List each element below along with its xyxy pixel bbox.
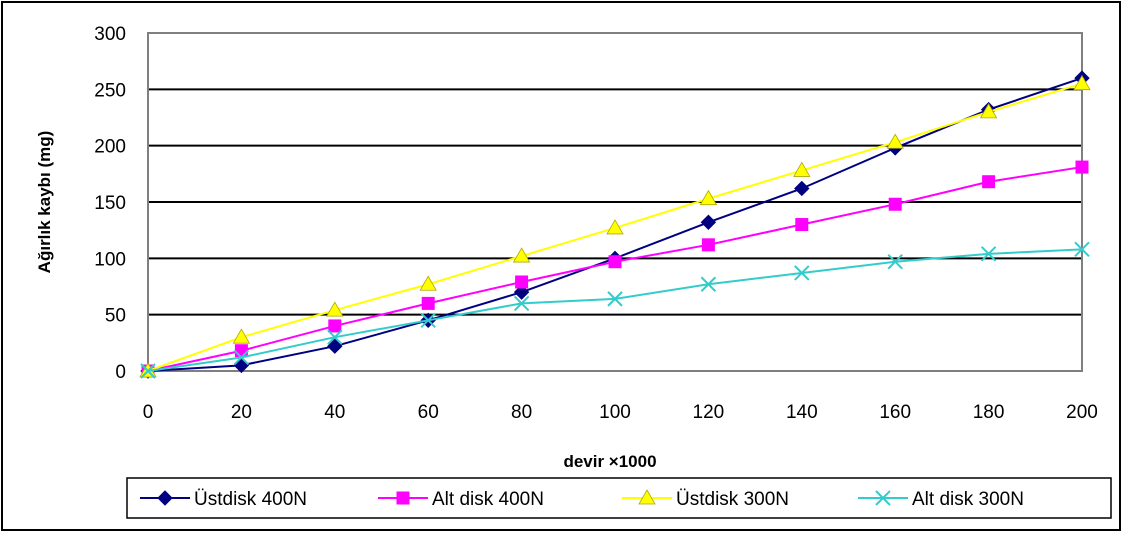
data-point [513, 284, 530, 300]
data-point [700, 214, 717, 230]
x-tick-label: 60 [418, 402, 439, 423]
x-axis-label: devir ×1000 [563, 452, 656, 471]
x-tick-label: 40 [324, 402, 345, 423]
data-point [515, 275, 529, 289]
data-point [234, 344, 248, 358]
data-point [795, 218, 809, 232]
data-point [1074, 241, 1090, 258]
data-point [980, 246, 997, 262]
y-tick-label: 0 [115, 362, 126, 383]
legend-label: Üstdisk 400N [194, 489, 307, 510]
data-point [420, 312, 436, 329]
y-tick-label: 100 [94, 249, 126, 270]
data-point [327, 329, 343, 345]
data-point [140, 363, 156, 379]
data-point [233, 349, 250, 366]
data-point [793, 161, 811, 177]
data-point [886, 133, 904, 149]
legend-item: Üstdisk 300N [622, 489, 789, 510]
data-point [327, 338, 343, 354]
x-tick-label: 120 [693, 402, 725, 423]
legend-label: Alt disk 400N [432, 489, 544, 510]
legend: Üstdisk 400N Alt disk 400N Üstdisk 300N Alt… [140, 489, 1024, 510]
y-tick-label: 200 [94, 137, 126, 158]
legend-item: Alt disk 300N [858, 489, 1024, 510]
legend-marker [157, 490, 173, 506]
data-point [606, 219, 624, 235]
data-point [328, 319, 342, 333]
legend-label: Alt disk 300N [912, 489, 1024, 510]
legend-marker [396, 491, 410, 505]
y-tick-label: 250 [94, 80, 126, 101]
x-tick-label: 20 [231, 402, 252, 423]
x-tick-label: 200 [1066, 402, 1098, 423]
legend-marker [638, 489, 656, 505]
data-point [982, 175, 996, 189]
data-point [421, 296, 435, 310]
legend-item: Alt disk 400N [378, 489, 544, 510]
series-lines [139, 70, 1091, 379]
x-tick-label: 160 [879, 402, 911, 423]
data-point [888, 197, 902, 211]
data-point [607, 291, 623, 307]
y-tick-label: 150 [94, 193, 126, 214]
data-point [979, 103, 998, 119]
x-tick-label: 100 [599, 402, 631, 423]
data-point [608, 255, 622, 269]
series-2 [141, 160, 1089, 378]
legend-label: Üstdisk 300N [676, 489, 789, 510]
x-tick-label: 80 [511, 402, 532, 423]
y-tick-label: 300 [94, 24, 126, 45]
data-point [326, 301, 344, 317]
x-tick-labels: 0 20 40 60 80 100 120 140 160 180 200 [143, 402, 1098, 423]
data-point [699, 189, 718, 206]
data-point [513, 295, 530, 312]
legend-marker [875, 490, 891, 506]
x-tick-label: 0 [143, 402, 154, 423]
legend-box [126, 477, 1112, 519]
y-tick-labels: 0 50 100 150 200 250 300 [94, 24, 126, 383]
data-point [794, 180, 810, 197]
data-point [701, 238, 715, 252]
legend-item: Üstdisk 400N [140, 489, 307, 510]
data-point [419, 275, 437, 291]
y-axis-label: Ağırlık kaybı (mg) [35, 131, 54, 274]
data-point [512, 247, 531, 263]
data-point [794, 265, 810, 281]
data-point [1075, 160, 1089, 174]
plot-area-border [147, 32, 1083, 372]
x-tick-label: 180 [973, 402, 1005, 423]
data-point [700, 276, 717, 292]
x-tick-label: 140 [786, 402, 818, 423]
data-point [1073, 74, 1091, 91]
data-point [887, 254, 903, 270]
series-4 [140, 241, 1090, 379]
y-tick-label: 50 [105, 306, 126, 327]
data-point [232, 328, 251, 344]
